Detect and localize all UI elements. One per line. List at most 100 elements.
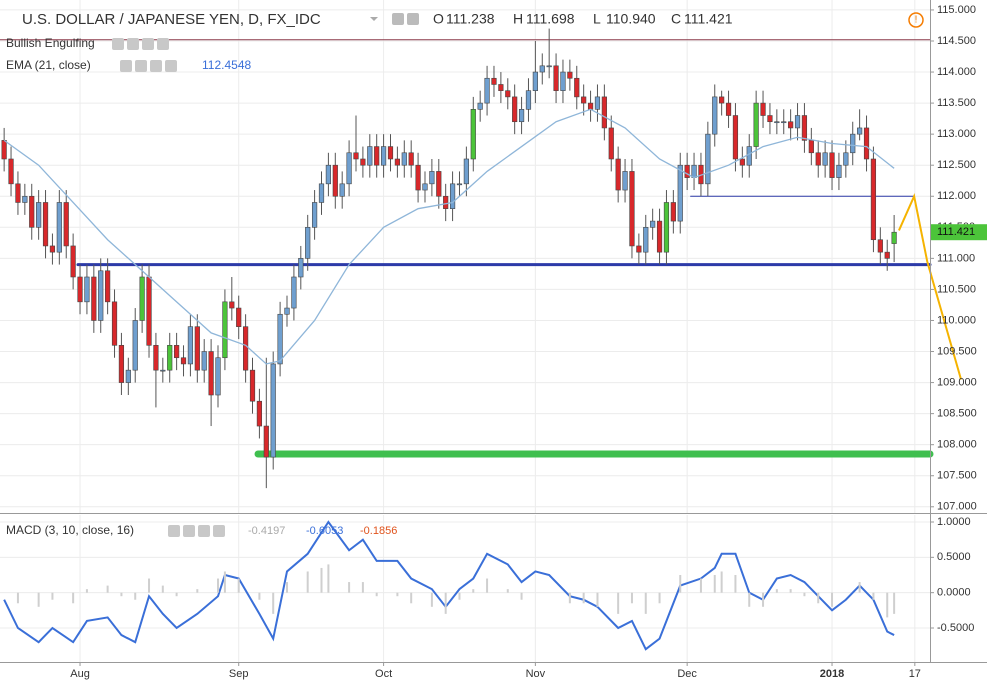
ohlc-value: 111.421 [684, 11, 733, 27]
candle-body [15, 183, 21, 203]
histogram-bar [148, 578, 151, 593]
toolbar-icon[interactable] [213, 525, 225, 537]
toolbar-icon[interactable] [142, 38, 154, 50]
price-tag-label: 111.421 [937, 226, 975, 238]
toolbar-icon[interactable] [112, 38, 124, 50]
toolbar-icon[interactable] [157, 38, 169, 50]
candle-body [270, 363, 276, 458]
y-tick-label: 113.500 [937, 97, 976, 109]
toolbar-icon[interactable] [198, 525, 210, 537]
histogram-bar [582, 592, 585, 604]
candle-body [753, 102, 759, 147]
histogram-bar [396, 592, 399, 597]
histogram-bar [630, 592, 633, 604]
candle-body [284, 307, 290, 315]
candle-body [305, 227, 311, 259]
y-tick-label: 114.000 [937, 66, 976, 78]
candle-body [615, 158, 621, 191]
candle-body [98, 270, 104, 321]
histogram-bar [699, 578, 702, 593]
candle-body [160, 369, 166, 372]
candle-body [491, 77, 497, 85]
candle-body [608, 127, 614, 160]
alert-icon[interactable] [908, 12, 924, 28]
y-tick-label: 110.000 [937, 314, 976, 326]
macd-line [3, 520, 895, 651]
candle-body [70, 245, 76, 278]
x-tick-label: Sep [229, 668, 249, 680]
x-tick-label: Nov [526, 668, 546, 680]
candle-body [636, 245, 642, 253]
settings-icon[interactable] [407, 13, 419, 25]
candle-body [512, 96, 518, 123]
candle-body [829, 152, 835, 178]
candle-body [794, 115, 801, 129]
candle-body [719, 96, 725, 104]
ohlc-value: 111.698 [526, 11, 575, 27]
dropdown-icon[interactable] [370, 17, 378, 21]
candle-body [470, 109, 476, 160]
candle-body [105, 270, 111, 303]
candle-body [201, 351, 207, 371]
candle-body [332, 164, 338, 197]
histogram-bar [734, 575, 737, 593]
candle-body [643, 227, 649, 253]
candle-body [891, 231, 897, 244]
toolbar-icon[interactable] [135, 60, 147, 72]
candle-body [801, 115, 808, 141]
histogram-bar [196, 589, 199, 593]
histogram-bar [831, 592, 834, 607]
candle-body [539, 65, 545, 73]
histogram-bar [803, 592, 806, 597]
toolbar-icon[interactable] [165, 60, 177, 72]
candle-body [456, 183, 463, 186]
candle-body [42, 202, 49, 247]
toolbar-icon[interactable] [183, 525, 195, 537]
histogram-bar [817, 592, 820, 604]
candle-body [546, 65, 552, 68]
candle-body [863, 127, 870, 160]
x-tick-label: 2018 [820, 668, 844, 680]
candle-body [574, 77, 580, 98]
candle-body [567, 71, 573, 79]
axes: 107.000 107.500 108.000 108.500 109.000 109.5… [70, 4, 987, 680]
candle-body [870, 158, 877, 241]
candle-body [318, 183, 325, 203]
histogram-bar [720, 571, 723, 593]
candle-body [174, 345, 180, 359]
drawings [0, 39, 934, 458]
histogram-bar [520, 592, 523, 600]
candle-body [367, 146, 373, 166]
candle-body [1, 140, 7, 160]
candle-body [587, 102, 594, 110]
ohlc-label: H [513, 11, 523, 27]
candle-body [650, 220, 656, 228]
histogram-bar [120, 592, 123, 597]
projection-line [898, 192, 963, 380]
histogram-bar [175, 592, 178, 597]
candle-body [732, 115, 739, 160]
eye-icon[interactable] [392, 13, 404, 25]
ohlc-value: 111.238 [446, 11, 495, 27]
histogram-bar [775, 589, 778, 593]
y-tick-label: 111.000 [937, 252, 975, 264]
price-tag [931, 224, 987, 241]
histogram-bar [430, 592, 433, 607]
candle-body [415, 164, 421, 191]
y-tick-label: 108.500 [937, 408, 977, 420]
candle-body [663, 202, 670, 253]
candle-body [822, 152, 828, 166]
toolbar-icon[interactable] [127, 38, 139, 50]
candle-body [843, 152, 849, 166]
candle-body [339, 183, 345, 197]
candle-body [436, 171, 442, 197]
alert-mark: ! [915, 15, 918, 26]
candle-body [132, 320, 138, 371]
candle-body [498, 84, 504, 91]
candle-body [277, 313, 283, 365]
toolbar-icon[interactable] [120, 60, 132, 72]
y-tick-label: 107.500 [937, 470, 977, 482]
toolbar-icon[interactable] [168, 525, 180, 537]
toolbar-icon[interactable] [150, 60, 162, 72]
